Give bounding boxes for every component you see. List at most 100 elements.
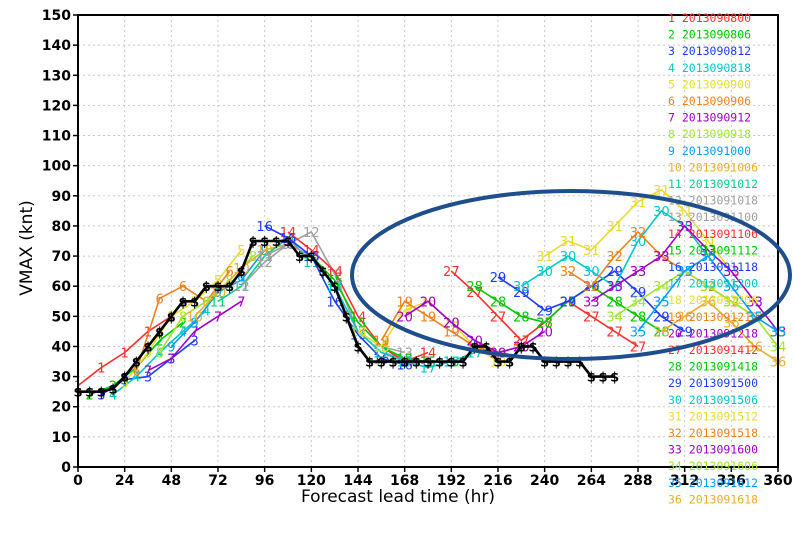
series-point-marker: 32 [653,250,670,265]
series-point-marker: 28 [536,316,553,331]
best-track-point-marker: $ [400,356,409,371]
series-point-marker: 30 [513,280,530,295]
best-track-point-marker: $ [132,356,141,371]
series-point-marker: 5 [237,244,245,259]
series-point-marker: 19 [420,310,437,325]
series-point-marker: 8 [156,346,164,361]
series-point-marker: 17 [443,356,460,371]
series-point-marker: 35 [676,265,693,280]
series-point-marker: 16 [350,328,367,343]
series-point-marker: 31 [560,235,577,250]
series-point-marker: 17 [373,346,390,361]
series-point-marker: 11 [210,295,227,310]
x-axis-title: Forecast lead time (hr) [301,487,495,507]
series-line [637,254,779,333]
legend-item: 5 2013090900 [668,77,751,91]
series-point-marker: 35 [723,280,740,295]
series-point-marker: 9 [191,316,199,331]
series-point-marker: 5 [191,295,199,310]
series-point-marker: 8 [249,250,257,265]
series-point-marker: 8 [179,310,187,325]
best-track-point-marker: $ [307,250,316,265]
best-track-point-marker: $ [353,340,362,355]
series-point-marker: 32 [606,250,623,265]
series-point-marker: 16 [256,220,273,235]
best-track-point-marker: $ [365,356,374,371]
best-track-point-marker: $ [272,235,281,250]
series-point-marker: 16 [373,353,390,368]
highlight-ellipse [350,189,792,361]
series-point-marker: 28 [490,295,507,310]
y-tick-label: 80 [52,219,72,235]
series-point-marker: 12 [373,346,390,361]
y-tick-label: 100 [42,159,71,175]
series-point-marker: 27 [490,310,507,325]
y-axis-ticks: 0 10 20 30 40 50 60 70 80 90 100 110 120 130 140 150 [42,8,78,476]
series-point-marker: 31 [630,196,647,211]
series-point-marker: 29 [560,295,577,310]
series-point-marker: 19 [443,325,460,340]
legend-item: 28 2013091418 [668,360,758,374]
legend-item: 15 2013091112 [668,243,758,257]
series-point-marker: 19 [396,295,413,310]
legend-item: 35 2013091612 [668,476,758,490]
best-track-point-marker: $ [260,235,269,250]
series-point-marker: 30 [630,235,647,250]
series-point-marker: 33 [630,265,647,280]
legend-item: 7 2013090912 [668,111,751,125]
x-axis-ticks: 0 24 48 72 96 120 144 168 192 216 240 264 288 312 336 3… [73,467,793,489]
x-tick-label: 120 [297,473,326,489]
best-track-point-marker: $ [435,356,444,371]
series-point-marker: 2 [179,316,187,331]
plot-frame [77,14,779,468]
series-point-marker: 18 [420,295,437,310]
series-point-marker: 28 [606,295,623,310]
best-track-point-marker: $ [423,356,432,371]
series-point-marker: 20 [536,325,553,340]
series-point-marker: 36 [700,295,717,310]
legend-item: 29 2013091500 [668,376,758,390]
series-point-marker: 33 [746,295,763,310]
series-point-marker: 18 [443,316,460,331]
best-track-point-marker: $ [178,295,187,310]
best-track-point-marker: $ [295,250,304,265]
legend-item: 17 2013091200 [668,277,758,291]
series-point-marker: 3 [191,334,199,349]
best-track-point-marker: $ [377,356,386,371]
series-point-marker: 12 [303,226,320,241]
series-point-marker: 35 [630,325,647,340]
best-track-point-marker: $ [248,235,257,250]
series-point-marker: 36 [723,316,740,331]
series-point-marker: 8 [202,295,210,310]
series-point-marker: 33 [606,280,623,295]
x-tick-label: 0 [73,473,83,489]
series-point-marker: 6 [226,265,234,280]
series-point-marker: 11 [233,280,250,295]
series-point-marker: 2 [156,334,164,349]
series-point-marker: 28 [513,310,530,325]
series-point-marker: 12 [233,280,250,295]
series-point-marker: 32 [560,265,577,280]
y-tick-label: 150 [42,8,71,24]
best-track-point-marker: $ [575,356,584,371]
y-tick-label: 130 [42,68,71,84]
series-point-marker: 34 [606,310,623,325]
y-tick-label: 10 [52,430,72,446]
series-line [660,300,779,363]
series-point-marker: 4 [202,304,210,319]
series-point-marker: 35 [653,295,670,310]
series-point-marker: 33 [653,250,670,265]
best-track-point-marker: $ [283,235,292,250]
best-track-point-marker: $ [213,280,222,295]
series-point-marker: 10 [186,310,203,325]
series-point-marker: 30 [583,265,600,280]
series-point-marker: 4 [156,346,164,361]
series-point-marker: 34 [700,280,717,295]
series-point-marker: 7 [214,310,222,325]
